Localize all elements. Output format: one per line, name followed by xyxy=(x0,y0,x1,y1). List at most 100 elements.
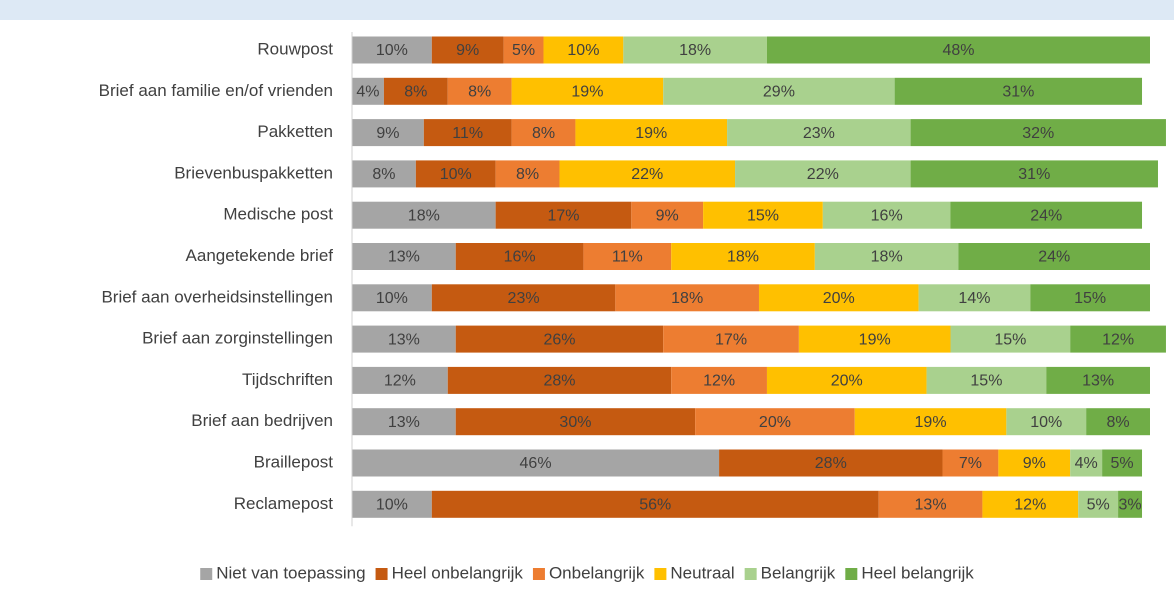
data-label: 12% xyxy=(703,373,735,390)
data-label: 8% xyxy=(532,125,555,142)
data-label: 23% xyxy=(803,125,835,142)
data-label: 15% xyxy=(747,207,779,224)
bar-segment xyxy=(352,119,424,147)
bar-segment xyxy=(1102,449,1143,477)
data-label: 9% xyxy=(376,125,399,142)
y-tick-label: Braillepost xyxy=(254,452,334,471)
data-label: 18% xyxy=(671,290,703,307)
bar-segment xyxy=(982,490,1079,518)
data-label: 15% xyxy=(994,331,1026,348)
bar-segment xyxy=(663,325,799,353)
data-label: 10% xyxy=(376,290,408,307)
bar-segment xyxy=(511,119,576,147)
data-label: 26% xyxy=(543,331,575,348)
bar-segment xyxy=(631,201,704,229)
bar-segment xyxy=(455,243,584,270)
data-label: 19% xyxy=(571,84,603,101)
data-label: 18% xyxy=(408,207,440,224)
bar-segment xyxy=(352,490,432,518)
data-label: 9% xyxy=(1023,455,1046,472)
data-label: 24% xyxy=(1030,207,1062,224)
data-label: 8% xyxy=(404,84,427,101)
bar-segment xyxy=(431,36,504,64)
data-label: 5% xyxy=(512,42,535,59)
bar-segment xyxy=(575,119,728,147)
bar-segment xyxy=(352,408,456,436)
y-tick-label: Brievenbuspakketten xyxy=(174,163,333,182)
legend-label: Neutraal xyxy=(670,563,734,582)
data-label: 32% xyxy=(1022,125,1054,142)
bar-segment xyxy=(727,119,911,147)
bar-segment xyxy=(910,119,1166,147)
legend-swatch xyxy=(532,568,545,580)
bar-segment xyxy=(352,449,720,477)
data-label: 17% xyxy=(715,331,747,348)
bar-segment xyxy=(735,160,911,188)
y-tick-label: Tijdschriften xyxy=(242,370,333,389)
bar-segment xyxy=(447,366,672,394)
data-label: 13% xyxy=(915,497,947,514)
bar-segment xyxy=(352,366,448,394)
bar-segment xyxy=(814,243,959,270)
data-label: 56% xyxy=(639,497,671,514)
legend-label: Heel belangrijk xyxy=(861,563,974,582)
data-label: 20% xyxy=(759,414,791,431)
bar-segment xyxy=(854,408,1007,436)
bar-segment xyxy=(352,201,496,229)
data-label: 13% xyxy=(1082,373,1114,390)
data-label: 18% xyxy=(727,249,759,266)
data-label: 8% xyxy=(516,166,539,183)
bar-segment xyxy=(766,366,927,394)
bar-segment xyxy=(766,36,1150,64)
data-label: 19% xyxy=(915,414,947,431)
legend-swatch xyxy=(200,568,213,580)
data-label: 12% xyxy=(1014,497,1046,514)
bar-segment xyxy=(950,201,1143,229)
bar-segment xyxy=(583,243,672,270)
legend-swatch xyxy=(654,568,667,580)
bar-segment xyxy=(352,243,456,270)
bar-segment xyxy=(423,119,512,147)
data-label: 19% xyxy=(635,125,667,142)
bar-segment xyxy=(703,201,823,229)
data-label: 10% xyxy=(1030,414,1062,431)
data-label: 24% xyxy=(1038,249,1070,266)
bar-segment xyxy=(352,77,384,105)
bar-segment xyxy=(615,284,759,312)
data-label: 12% xyxy=(1102,331,1134,348)
bar-segment xyxy=(1078,490,1119,518)
data-label: 9% xyxy=(656,207,679,224)
data-label: 16% xyxy=(504,249,536,266)
bar-segment xyxy=(383,77,448,105)
bar-segment xyxy=(910,160,1158,188)
data-label: 4% xyxy=(356,84,379,101)
bar-segment xyxy=(1030,284,1150,312)
data-label: 13% xyxy=(388,249,420,266)
bar-segment xyxy=(918,284,1031,312)
bar-segment xyxy=(958,243,1150,270)
data-label: 9% xyxy=(456,42,479,59)
bar-segment xyxy=(878,490,983,518)
data-label: 11% xyxy=(452,125,483,142)
data-label: 31% xyxy=(1002,84,1034,101)
bar-segment xyxy=(671,243,815,270)
legend-swatch xyxy=(744,568,757,580)
bar-segment xyxy=(559,160,736,188)
data-label: 13% xyxy=(388,331,420,348)
data-label: 10% xyxy=(567,42,599,59)
data-label: 5% xyxy=(1111,455,1134,472)
data-label: 31% xyxy=(1018,166,1050,183)
bar-segment xyxy=(695,408,855,436)
legend-label: Onbelangrijk xyxy=(549,563,645,582)
bar-segment xyxy=(431,284,616,312)
bar-segment xyxy=(447,77,512,105)
bar-segment xyxy=(1046,366,1150,394)
bar-segment xyxy=(1118,490,1143,518)
y-tick-label: Brief aan zorginstellingen xyxy=(142,329,333,348)
y-tick-label: Brief aan bedrijven xyxy=(191,411,333,430)
bar-segment xyxy=(623,36,767,64)
data-label: 7% xyxy=(959,455,982,472)
bar-segment xyxy=(1070,325,1166,353)
bar-segment xyxy=(1070,449,1103,477)
